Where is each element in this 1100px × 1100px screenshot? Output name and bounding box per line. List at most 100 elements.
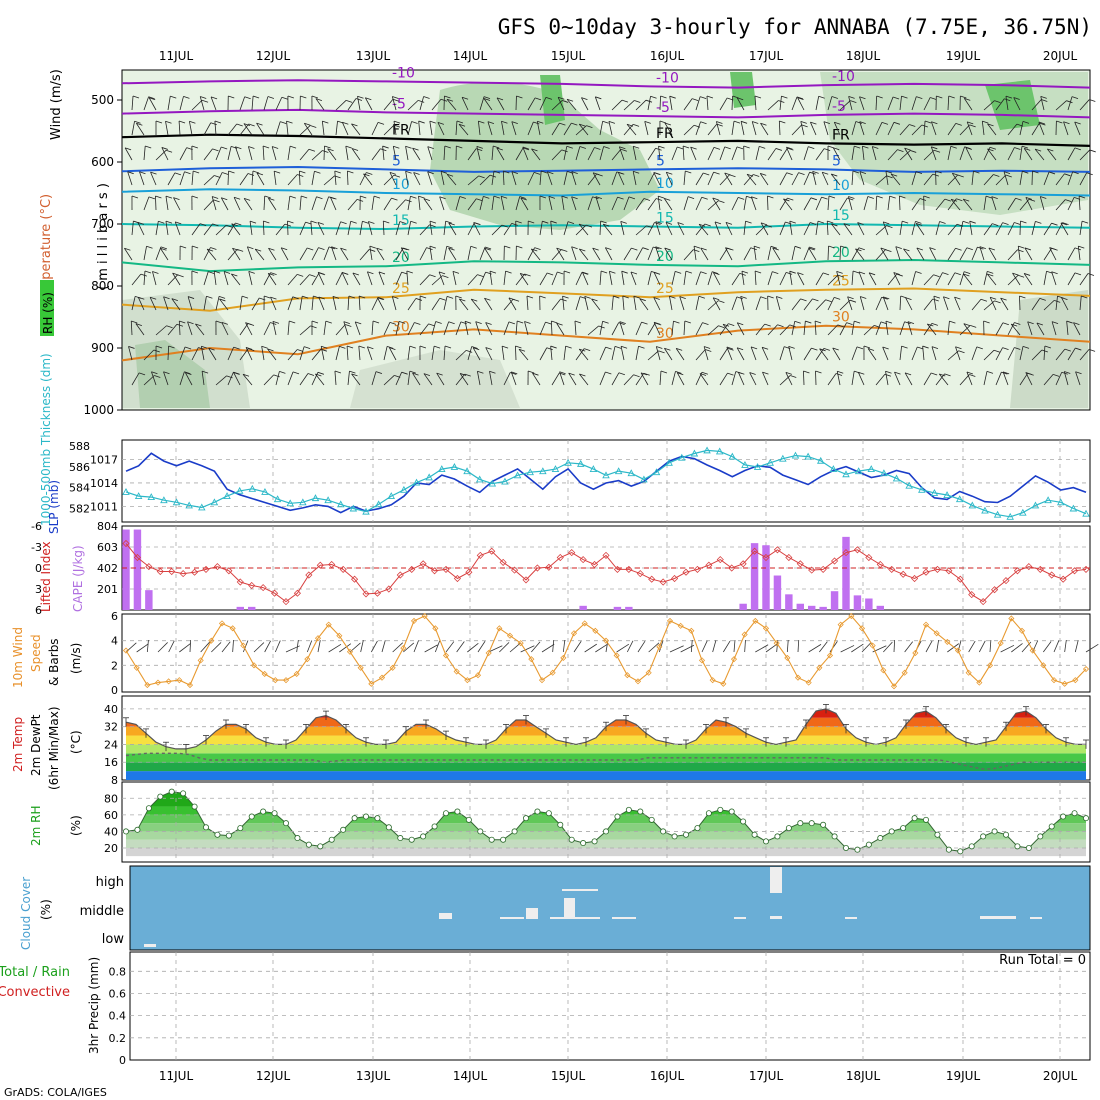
barb-flag-48-0 (706, 95, 714, 99)
barb-4-7 (172, 272, 181, 286)
barb-flag-38-4 (592, 196, 599, 200)
barb-flag-65-8 (905, 297, 912, 300)
barb-20-6 (369, 246, 373, 261)
barb-44-10 (655, 346, 661, 361)
barb-77-4 (1055, 199, 1066, 211)
barb-26-8 (443, 296, 448, 311)
li-marker-36 (533, 564, 541, 572)
barb-flag-22-10 (389, 347, 396, 351)
barb-40-8 (611, 296, 614, 311)
barb-flag-24-9 (428, 323, 435, 327)
barb-flag-10-9 (245, 322, 252, 325)
rh-marker-39 (568, 836, 575, 843)
barb-flag-33-2 (522, 146, 529, 150)
barb-flag-13-4 (289, 195, 296, 199)
barb-flag-29-2 (476, 145, 483, 149)
barb-43-5 (647, 222, 655, 236)
barb-flag-9-1 (248, 123, 255, 127)
thickness-marker-26 (450, 463, 459, 470)
isotherm-label--10-2: -10 (832, 69, 855, 85)
barb-flag-17-6 (331, 246, 338, 250)
wind-barb-72 (893, 639, 896, 653)
wind-barb-83 (1011, 643, 1023, 653)
wind-marker-61 (773, 640, 780, 647)
barb-37-7 (575, 272, 583, 286)
barb-flag-57-2 (824, 148, 831, 151)
barb-33-3 (527, 172, 535, 186)
barb-flag-65-11 (904, 372, 912, 376)
barb-68-11 (938, 373, 949, 386)
isotherm-0 (121, 133, 1091, 147)
barb-42-5 (635, 225, 647, 236)
upper-air-frame (121, 69, 1091, 411)
rh-marker-10 (237, 825, 244, 832)
barb-flag-56-3 (809, 171, 816, 175)
barb-77-11 (1055, 372, 1063, 386)
rh-marker-5 (180, 790, 187, 797)
barb-flag-74-3 (1022, 170, 1029, 174)
barb-66-7 (923, 274, 934, 286)
barb-flag-11-5 (263, 220, 270, 224)
isotherm-label-5-0: 5 (392, 153, 401, 169)
barb-29-10 (472, 347, 481, 361)
barb-37-2 (575, 146, 581, 161)
barb-18-11 (347, 371, 350, 386)
barb-flag-39-3 (593, 172, 600, 176)
isotherm-label-25-1: 25 (656, 281, 674, 297)
rh-marker-42 (603, 828, 610, 835)
barb-56-2 (803, 146, 809, 161)
barb-29-11 (477, 371, 481, 386)
barb-flag-3-1 (165, 120, 172, 124)
barb-flag-5-6 (192, 245, 199, 249)
barb-69-5 (959, 221, 964, 236)
barb-flag-15-2 (322, 150, 329, 153)
barb-flag-53-1 (760, 122, 767, 126)
barb-42-6 (635, 247, 644, 261)
barb-76-2 (1034, 148, 1045, 161)
barb-flag-11-3 (256, 172, 264, 176)
barb-flag-55-8 (800, 298, 807, 302)
barb-flag-32-5 (515, 220, 522, 224)
barb-flag-21-5 (383, 220, 390, 224)
barb-flag-15-0 (311, 95, 319, 99)
thickness-marker-67 (968, 501, 977, 509)
barb-13-2 (287, 146, 291, 161)
barb-76-11 (1043, 374, 1054, 386)
rh-marker-14 (282, 820, 289, 827)
barb-20-5 (368, 221, 373, 236)
li-tick-2: 0 (35, 562, 42, 575)
upper-ylabel-mb: ( m i l l i b a r s ) (96, 183, 111, 290)
isotherm-label-30-1: 30 (656, 326, 674, 342)
rh-marker-25 (408, 836, 415, 843)
barb-flag-1-6 (146, 245, 153, 249)
thickness-marker-0 (122, 487, 130, 495)
barb-8-6 (227, 249, 238, 261)
barb-51-9 (736, 322, 745, 336)
wind-marker-14 (272, 677, 279, 684)
barb-flag-3-7 (177, 274, 184, 278)
isotherm-label-20-0: 20 (392, 250, 410, 266)
barb-flag-10-0 (252, 95, 260, 99)
wind-marker-19 (325, 621, 332, 628)
wind-barb-29 (434, 640, 441, 653)
li-marker-54 (739, 560, 747, 568)
barb-0-8 (131, 296, 136, 311)
barb-flag-76-3 (1048, 171, 1056, 175)
barb-76-6 (1043, 248, 1052, 261)
li-marker-3 (156, 567, 164, 576)
barb-flag-50-1 (733, 120, 741, 124)
barb-flag-42-6 (642, 247, 649, 251)
barb-74-8 (1019, 295, 1021, 311)
barb-20-3 (363, 173, 373, 186)
li-marker-51 (705, 561, 713, 569)
wind-marker-29 (432, 625, 439, 632)
barb-41-11 (623, 374, 634, 386)
thickness-marker-23 (412, 478, 421, 486)
barb-32-2 (515, 147, 524, 161)
barb-5-10 (191, 347, 199, 361)
barb-flag-21-4 (391, 197, 398, 201)
barb-71-1 (981, 121, 985, 136)
barb-flag-60-1 (855, 121, 862, 124)
barb-flag-41-1 (632, 123, 640, 127)
